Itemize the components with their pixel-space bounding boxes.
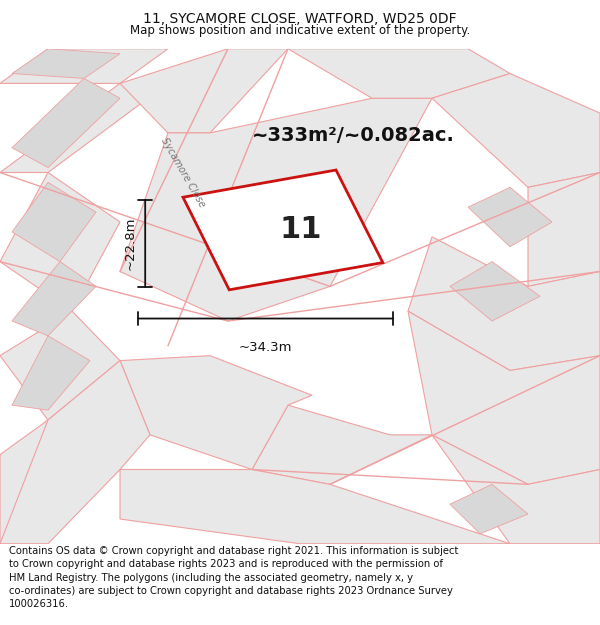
Text: 11: 11 [280, 216, 322, 244]
Polygon shape [183, 170, 383, 290]
Polygon shape [468, 188, 552, 247]
Text: ~22.8m: ~22.8m [123, 217, 136, 270]
Text: 11, SYCAMORE CLOSE, WATFORD, WD25 0DF: 11, SYCAMORE CLOSE, WATFORD, WD25 0DF [143, 12, 457, 26]
Polygon shape [432, 74, 600, 188]
Polygon shape [450, 262, 540, 321]
Polygon shape [120, 469, 510, 544]
Polygon shape [12, 49, 120, 79]
Text: Map shows position and indicative extent of the property.: Map shows position and indicative extent… [130, 24, 470, 36]
Polygon shape [0, 49, 168, 83]
Text: ~333m²/~0.082ac.: ~333m²/~0.082ac. [252, 126, 455, 145]
Text: ~34.3m: ~34.3m [239, 341, 292, 354]
Polygon shape [0, 173, 120, 311]
Polygon shape [12, 182, 96, 262]
Polygon shape [528, 173, 600, 286]
Polygon shape [450, 484, 528, 534]
Polygon shape [288, 49, 510, 98]
Text: Contains OS data © Crown copyright and database right 2021. This information is : Contains OS data © Crown copyright and d… [9, 546, 458, 609]
Polygon shape [408, 311, 600, 484]
Polygon shape [408, 237, 600, 371]
Polygon shape [12, 262, 96, 336]
Text: Sycamore Close: Sycamore Close [159, 136, 207, 209]
Polygon shape [0, 420, 120, 544]
Polygon shape [0, 83, 168, 172]
Polygon shape [120, 356, 312, 469]
Polygon shape [12, 79, 120, 168]
Polygon shape [12, 336, 90, 410]
Polygon shape [432, 435, 600, 544]
Polygon shape [120, 98, 432, 321]
Polygon shape [0, 311, 120, 420]
Polygon shape [120, 49, 288, 133]
Polygon shape [252, 405, 432, 484]
Polygon shape [0, 361, 150, 544]
